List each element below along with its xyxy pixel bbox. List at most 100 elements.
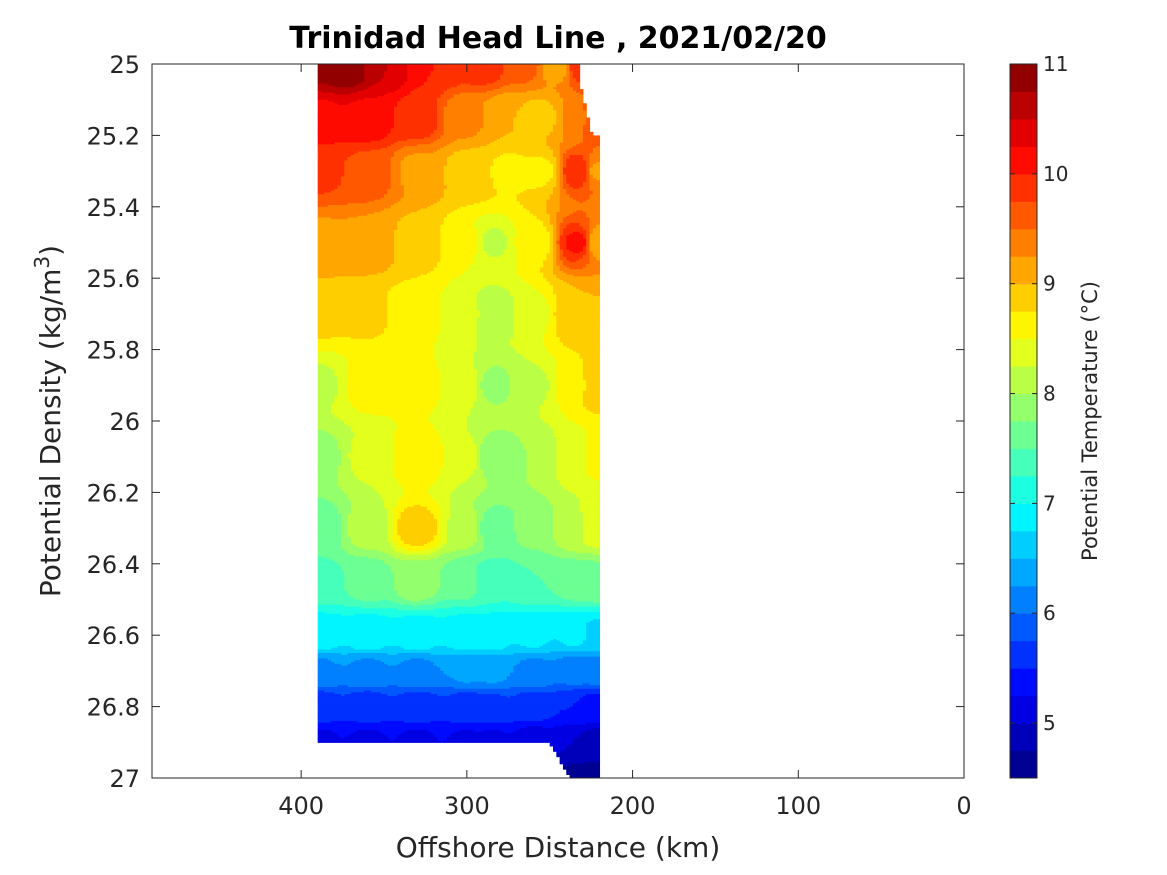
temperature-cell xyxy=(553,190,561,194)
temperature-cell xyxy=(347,372,441,376)
temperature-cell xyxy=(586,449,601,452)
temperature-cell xyxy=(317,117,395,120)
temperature-cell xyxy=(390,169,402,172)
temperature-cell xyxy=(317,80,365,83)
temperature-cell xyxy=(579,497,601,501)
temperature-cell xyxy=(460,483,488,486)
temperature-cell xyxy=(476,453,481,456)
temperature-cell xyxy=(387,533,395,536)
temperature-cell xyxy=(496,138,547,142)
temperature-cell xyxy=(553,433,587,436)
temperature-cell xyxy=(317,551,349,554)
temperature-cell xyxy=(500,694,518,697)
temperature-cell xyxy=(440,324,478,327)
temperature-cell xyxy=(413,88,448,92)
temperature-cell xyxy=(586,628,601,631)
temperature-cell xyxy=(317,537,342,540)
temperature-cell xyxy=(476,346,514,349)
temperature-cell xyxy=(317,606,362,610)
temperature-cell xyxy=(579,187,591,190)
temperature-cell xyxy=(317,237,395,240)
temperature-cell xyxy=(556,449,587,452)
temperature-cell xyxy=(473,501,551,504)
temperature-cell xyxy=(582,158,591,161)
temperature-cell xyxy=(526,451,557,454)
temperature-cell xyxy=(589,176,594,179)
temperature-cell xyxy=(506,429,554,433)
temperature-cell xyxy=(364,481,398,485)
temperature-cell xyxy=(317,240,395,244)
colorbar-swatch xyxy=(1010,256,1037,285)
temperature-cell xyxy=(403,215,448,219)
temperature-cell xyxy=(476,576,541,579)
temperature-cell xyxy=(559,190,567,194)
temperature-cell xyxy=(446,144,488,147)
temperature-cell xyxy=(586,246,591,249)
temperature-cell xyxy=(317,587,345,590)
temperature-cell xyxy=(317,303,388,306)
temperature-cell xyxy=(393,142,431,145)
temperature-cell xyxy=(476,396,485,399)
temperature-cell xyxy=(473,469,485,472)
temperature-cell xyxy=(347,456,395,460)
temperature-cell xyxy=(403,510,431,513)
colorbar-swatch xyxy=(1010,723,1037,752)
temperature-cell xyxy=(450,155,501,158)
temperature-cell xyxy=(440,581,478,585)
temperature-cell xyxy=(317,174,345,178)
temperature-cell xyxy=(364,64,388,67)
temperature-cell xyxy=(433,594,475,597)
temperature-cell xyxy=(417,210,455,213)
temperature-cell xyxy=(317,124,395,128)
temperature-cell xyxy=(337,506,352,510)
temperature-cell xyxy=(317,692,335,695)
temperature-cell xyxy=(393,260,441,263)
temperature-cell xyxy=(513,308,551,311)
temperature-cell xyxy=(562,221,591,224)
temperature-cell xyxy=(354,85,372,88)
temperature-cell xyxy=(513,222,544,226)
temperature-cell xyxy=(516,196,551,199)
temperature-cell xyxy=(347,528,388,531)
temperature-cell xyxy=(506,133,551,136)
temperature-cell xyxy=(503,153,518,156)
temperature-cell xyxy=(543,344,564,347)
temperature-cell xyxy=(543,419,571,422)
temperature-cell xyxy=(317,194,385,197)
temperature-cell xyxy=(443,90,488,94)
temperature-cell xyxy=(582,396,601,399)
temperature-cell xyxy=(559,194,571,197)
temperature-cell xyxy=(377,81,405,85)
temperature-cell xyxy=(443,167,491,170)
temperature-cell xyxy=(562,217,591,220)
temperature-cell xyxy=(549,222,557,226)
temperature-cell xyxy=(562,342,601,345)
temperature-cell xyxy=(387,301,441,304)
temperature-cell xyxy=(556,113,564,117)
temperature-cell xyxy=(556,160,561,163)
temperature-cell xyxy=(393,601,438,604)
temperature-cell xyxy=(476,378,485,381)
temperature-cell xyxy=(569,83,581,87)
temperature-cell xyxy=(543,494,577,497)
temperature-cell xyxy=(423,549,438,552)
temperature-cell xyxy=(393,588,438,592)
temperature-cell xyxy=(543,222,551,226)
temperature-cell xyxy=(549,281,567,285)
temperature-cell xyxy=(556,178,561,181)
temperature-cell xyxy=(350,403,438,406)
temperature-cell xyxy=(390,163,402,167)
temperature-cell xyxy=(347,735,388,738)
temperature-cell xyxy=(340,453,349,456)
temperature-cell xyxy=(330,412,365,415)
temperature-cell xyxy=(393,262,438,265)
temperature-cell xyxy=(523,447,557,451)
temperature-cell xyxy=(586,433,601,436)
temperature-cell xyxy=(493,429,508,433)
temperature-cell xyxy=(549,388,557,392)
temperature-cell xyxy=(559,479,601,483)
colorbar-swatch xyxy=(1010,393,1037,422)
temperature-cell xyxy=(509,294,544,297)
temperature-cell xyxy=(562,219,591,222)
temperature-cell xyxy=(562,108,584,111)
